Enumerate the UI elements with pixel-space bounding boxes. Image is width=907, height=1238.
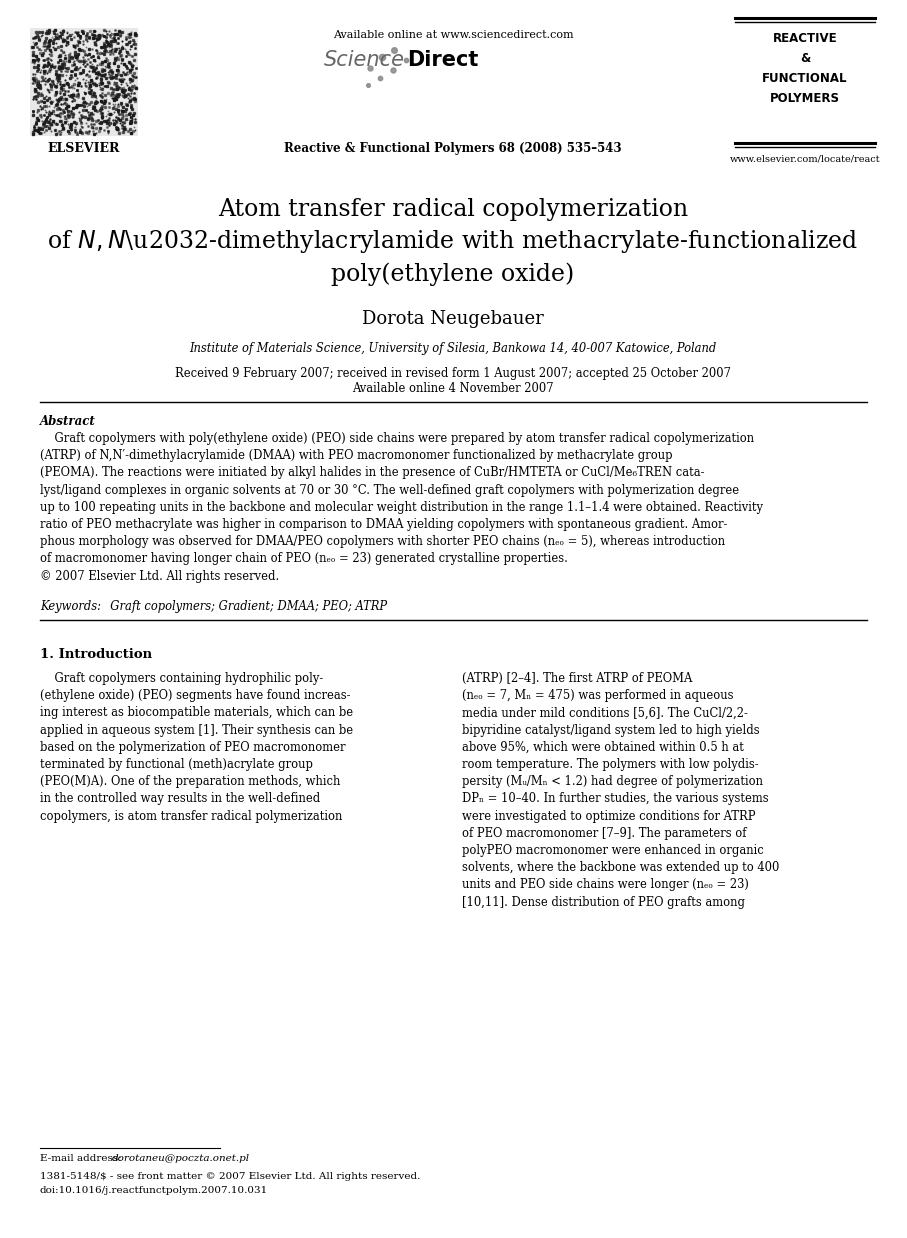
Text: poly(ethylene oxide): poly(ethylene oxide) [331,262,575,286]
Text: &: & [800,52,810,66]
Text: Science: Science [324,50,405,71]
Text: 1381-5148/$ - see front matter © 2007 Elsevier Ltd. All rights reserved.: 1381-5148/$ - see front matter © 2007 El… [40,1172,420,1181]
Text: Keywords:: Keywords: [40,600,101,613]
Text: Available online at www.sciencedirect.com: Available online at www.sciencedirect.co… [333,30,573,40]
Text: FUNCTIONAL: FUNCTIONAL [762,72,848,85]
Text: 1. Introduction: 1. Introduction [40,647,152,661]
Text: Available online 4 November 2007: Available online 4 November 2007 [352,383,554,395]
Text: Atom transfer radical copolymerization: Atom transfer radical copolymerization [218,198,688,222]
Text: Graft copolymers with poly(ethylene oxide) (PEO) side chains were prepared by at: Graft copolymers with poly(ethylene oxid… [40,432,763,583]
Text: Received 9 February 2007; received in revised form 1 August 2007; accepted 25 Oc: Received 9 February 2007; received in re… [175,366,731,380]
Text: www.elsevier.com/locate/react: www.elsevier.com/locate/react [730,155,881,163]
Text: REACTIVE: REACTIVE [773,32,837,45]
Bar [30,28,138,136]
Text: Graft copolymers containing hydrophilic poly-
(ethylene oxide) (PEO) segments ha: Graft copolymers containing hydrophilic … [40,672,353,822]
Text: Dorota Neugebauer: Dorota Neugebauer [362,310,544,328]
Text: E-mail address:: E-mail address: [40,1154,122,1162]
Text: POLYMERS: POLYMERS [770,92,840,105]
Text: Graft copolymers; Gradient; DMAA; PEO; ATRP: Graft copolymers; Gradient; DMAA; PEO; A… [103,600,387,613]
Text: doi:10.1016/j.reactfunctpolym.2007.10.031: doi:10.1016/j.reactfunctpolym.2007.10.03… [40,1186,268,1195]
Text: Reactive & Functional Polymers 68 (2008) 535–543: Reactive & Functional Polymers 68 (2008)… [284,142,622,155]
Text: (ATRP) [2–4]. The first ATRP of PEOMA
(nₑₒ = 7, Mₙ = 475) was performed in aqueo: (ATRP) [2–4]. The first ATRP of PEOMA (n… [462,672,779,909]
Text: Abstract: Abstract [40,415,96,428]
Text: Institute of Materials Science, University of Silesia, Bankowa 14, 40-007 Katowi: Institute of Materials Science, Universi… [190,342,717,355]
Text: ELSEVIER: ELSEVIER [48,142,121,155]
Text: Direct: Direct [407,50,478,71]
Text: dorotaneu@poczta.onet.pl: dorotaneu@poczta.onet.pl [112,1154,250,1162]
Text: of $\mathit{N,N}$\u2032-dimethylacrylamide with methacrylate-functionalized: of $\mathit{N,N}$\u2032-dimethylacrylami… [47,228,859,255]
